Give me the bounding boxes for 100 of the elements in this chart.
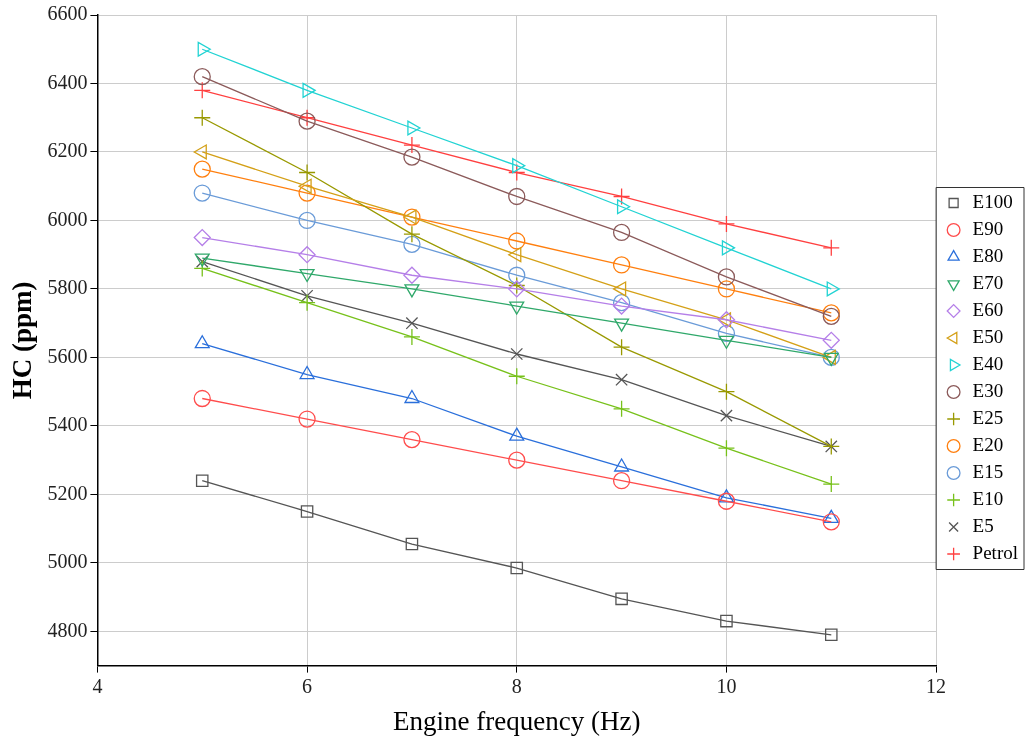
point	[823, 509, 839, 524]
legend-label: E10	[972, 487, 1004, 509]
point	[193, 184, 211, 202]
point	[299, 268, 315, 283]
point	[508, 266, 526, 284]
x-tick-label: 8	[511, 674, 522, 697]
y-tick-label: 4800	[47, 618, 88, 641]
legend-label: E15	[972, 460, 1004, 482]
point	[822, 331, 840, 349]
y-tick-label: 5000	[47, 550, 88, 573]
point	[612, 472, 631, 490]
point	[612, 338, 631, 356]
point	[717, 215, 736, 233]
point	[193, 228, 211, 247]
y-tick-label: 6200	[47, 139, 88, 162]
point	[298, 184, 316, 202]
point	[615, 373, 628, 386]
point	[298, 163, 316, 182]
point	[822, 475, 840, 493]
point	[612, 256, 631, 274]
point	[616, 199, 631, 215]
point	[403, 208, 421, 226]
point	[717, 492, 736, 510]
legend-label: E50	[972, 325, 1004, 347]
point	[508, 367, 526, 385]
point	[615, 592, 628, 606]
point	[612, 400, 631, 418]
point	[510, 347, 524, 361]
point	[717, 324, 736, 343]
legend-label: E60	[972, 298, 1004, 320]
x-tick-label: 4	[92, 674, 103, 697]
y-tick-label: 6400	[47, 70, 88, 93]
legend-label: E40	[972, 352, 1004, 374]
point	[405, 316, 419, 330]
point	[720, 409, 733, 422]
point	[403, 225, 421, 243]
point	[508, 280, 526, 298]
legend-label: E70	[972, 271, 1004, 293]
legend-label: E20	[972, 433, 1004, 455]
point	[193, 259, 211, 278]
legend-label: E90	[972, 217, 1004, 239]
point	[298, 293, 316, 312]
y-tick-label: 6600	[47, 2, 88, 25]
point	[508, 163, 526, 182]
point	[508, 232, 526, 250]
point	[194, 335, 210, 349]
point	[826, 281, 840, 297]
point	[717, 439, 736, 457]
point	[508, 247, 522, 263]
point	[508, 276, 526, 295]
y-tick-label: 5800	[47, 276, 88, 299]
point	[299, 365, 315, 380]
point	[403, 209, 417, 225]
point	[612, 187, 631, 206]
point	[193, 67, 211, 86]
y-tick-label: 5200	[47, 481, 88, 504]
legend-label: E25	[972, 406, 1004, 428]
point	[717, 280, 736, 298]
point	[508, 187, 526, 206]
point	[193, 160, 211, 178]
point	[193, 389, 211, 408]
point	[298, 211, 316, 230]
point	[824, 628, 838, 642]
y-tick-label: 5400	[47, 413, 88, 436]
point	[822, 348, 840, 367]
x-tick-label: 10	[716, 674, 737, 697]
legend-label: E30	[972, 379, 1004, 401]
y-tick-label: 5600	[47, 344, 88, 367]
point	[614, 318, 630, 332]
legend-label: Petrol	[972, 541, 1019, 563]
point	[403, 266, 421, 284]
point	[718, 335, 735, 349]
point	[720, 614, 733, 628]
point	[403, 148, 421, 166]
point	[822, 239, 840, 257]
x-axis-title: Engine frequency (Hz)	[393, 705, 641, 736]
point	[509, 301, 525, 315]
point	[193, 81, 211, 99]
point	[404, 389, 420, 404]
legend-label: E100	[972, 190, 1013, 212]
point	[508, 451, 526, 469]
point	[717, 383, 736, 401]
y-axis-title: HC (ppm)	[7, 281, 38, 400]
point	[510, 561, 524, 575]
point	[403, 235, 421, 254]
point	[300, 289, 314, 303]
point	[405, 537, 419, 551]
point	[302, 82, 316, 98]
point	[717, 312, 732, 328]
point	[403, 328, 421, 346]
x-tick-label: 6	[302, 674, 313, 697]
point	[193, 109, 211, 127]
legend-label: E5	[972, 514, 994, 536]
point	[300, 505, 314, 518]
point	[195, 474, 209, 487]
point	[718, 489, 735, 503]
point	[197, 41, 211, 57]
point	[403, 136, 421, 154]
point	[403, 430, 421, 449]
x-tick-label: 12	[926, 674, 947, 697]
